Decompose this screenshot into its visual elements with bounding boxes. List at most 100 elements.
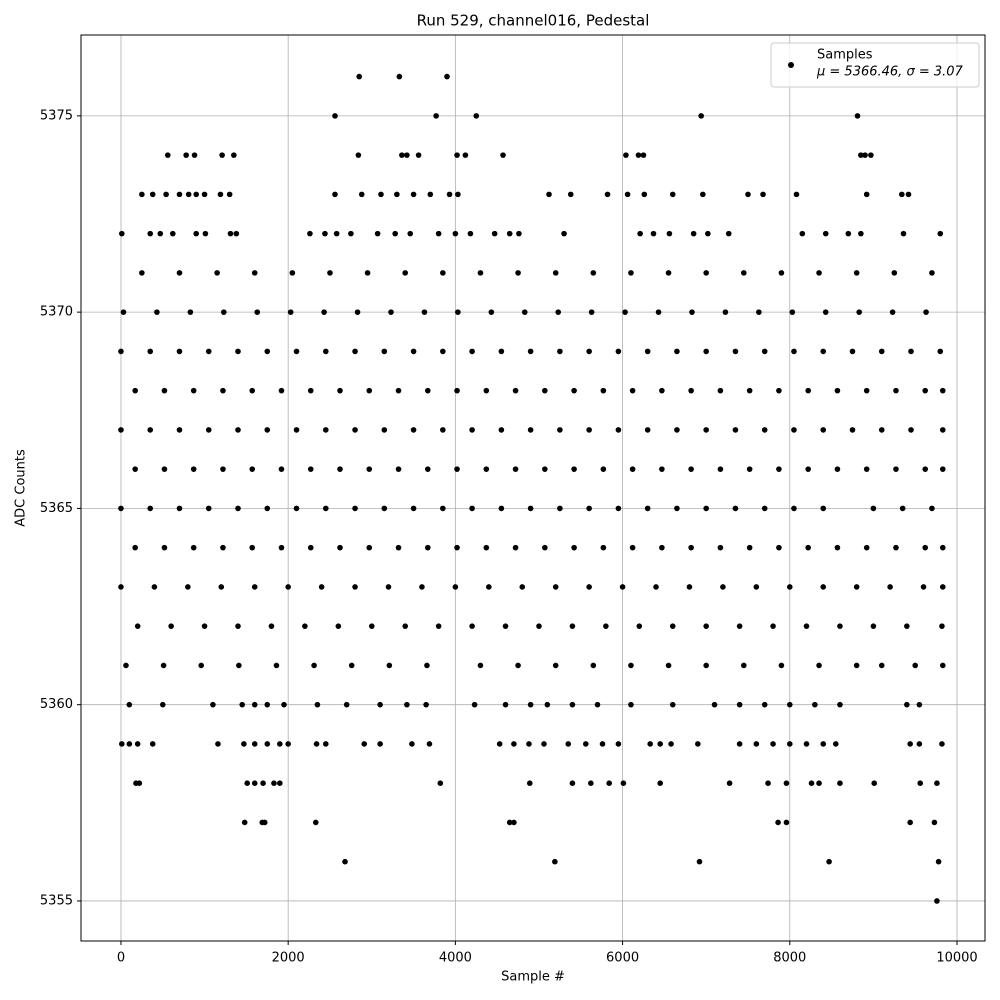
data-point bbox=[404, 701, 410, 708]
data-point bbox=[590, 270, 597, 276]
data-point bbox=[776, 387, 782, 394]
data-point bbox=[644, 348, 651, 355]
data-point bbox=[462, 152, 469, 158]
data-point bbox=[711, 701, 718, 708]
data-point bbox=[427, 191, 434, 198]
data-point bbox=[147, 348, 154, 355]
data-point bbox=[615, 348, 622, 355]
data-point bbox=[871, 780, 878, 786]
data-point bbox=[149, 191, 156, 198]
data-point bbox=[904, 701, 910, 708]
data-point bbox=[834, 466, 841, 472]
data-point bbox=[455, 191, 461, 198]
data-point bbox=[364, 270, 371, 276]
data-point bbox=[154, 309, 160, 315]
data-point bbox=[803, 623, 810, 629]
data-point bbox=[745, 191, 751, 198]
data-point bbox=[853, 662, 860, 669]
data-point bbox=[590, 662, 597, 669]
data-point bbox=[205, 427, 212, 433]
data-point bbox=[268, 623, 275, 629]
x-tick-label: 8000 bbox=[773, 951, 806, 966]
data-point bbox=[786, 741, 793, 747]
data-point bbox=[669, 623, 676, 629]
data-point bbox=[786, 584, 793, 590]
data-point bbox=[496, 741, 503, 747]
x-tick-label: 6000 bbox=[606, 951, 639, 966]
data-point bbox=[337, 544, 343, 551]
data-point bbox=[202, 230, 209, 237]
data-point bbox=[542, 387, 548, 394]
data-point bbox=[526, 780, 533, 786]
data-point bbox=[139, 191, 145, 198]
data-point bbox=[419, 584, 425, 590]
data-point bbox=[934, 780, 940, 786]
data-point bbox=[322, 230, 328, 237]
data-point bbox=[849, 348, 856, 355]
data-point bbox=[500, 152, 506, 158]
data-point bbox=[337, 466, 343, 472]
data-point bbox=[469, 348, 475, 355]
data-point bbox=[908, 348, 914, 355]
data-point bbox=[381, 427, 388, 433]
data-point bbox=[314, 701, 321, 708]
data-point bbox=[498, 427, 505, 433]
data-point bbox=[226, 191, 233, 198]
data-point bbox=[502, 701, 509, 708]
data-point bbox=[937, 230, 944, 237]
data-point bbox=[502, 623, 509, 629]
data-point bbox=[278, 544, 285, 551]
data-point bbox=[912, 662, 918, 669]
data-point bbox=[249, 387, 256, 394]
data-point bbox=[467, 230, 474, 237]
data-point bbox=[544, 701, 551, 708]
data-point bbox=[536, 623, 542, 629]
data-point bbox=[410, 348, 417, 355]
data-point bbox=[688, 544, 694, 551]
data-point bbox=[210, 701, 216, 708]
data-point bbox=[916, 701, 923, 708]
data-point bbox=[168, 623, 174, 629]
data-point bbox=[934, 898, 940, 904]
data-point bbox=[820, 427, 827, 433]
data-point bbox=[922, 466, 929, 472]
data-point bbox=[665, 662, 672, 669]
data-point bbox=[515, 270, 521, 276]
data-point bbox=[332, 191, 338, 198]
data-point bbox=[454, 466, 460, 472]
data-point bbox=[287, 309, 294, 315]
data-point bbox=[187, 309, 194, 315]
data-point bbox=[889, 309, 896, 315]
data-point bbox=[236, 662, 242, 669]
data-point bbox=[239, 701, 245, 708]
data-point bbox=[388, 309, 394, 315]
data-point bbox=[386, 662, 393, 669]
data-point bbox=[440, 427, 446, 433]
data-point bbox=[147, 230, 154, 237]
data-point bbox=[251, 741, 258, 747]
data-point bbox=[725, 230, 732, 237]
data-point bbox=[394, 191, 400, 198]
data-point bbox=[285, 741, 291, 747]
data-point bbox=[201, 191, 208, 198]
data-point bbox=[812, 701, 818, 708]
data-point bbox=[893, 544, 899, 551]
data-point bbox=[483, 466, 490, 472]
data-point bbox=[322, 348, 329, 355]
data-point bbox=[619, 584, 626, 590]
data-point bbox=[352, 348, 358, 355]
data-point bbox=[205, 505, 212, 512]
data-point bbox=[477, 662, 484, 669]
data-point bbox=[220, 387, 226, 394]
data-point bbox=[615, 741, 622, 747]
data-point bbox=[756, 309, 762, 315]
data-point bbox=[628, 270, 634, 276]
data-point bbox=[939, 741, 945, 747]
data-point bbox=[521, 309, 528, 315]
data-point bbox=[483, 544, 490, 551]
data-point bbox=[327, 270, 333, 276]
data-point bbox=[905, 191, 912, 198]
data-point bbox=[726, 780, 733, 786]
data-point bbox=[183, 152, 189, 158]
